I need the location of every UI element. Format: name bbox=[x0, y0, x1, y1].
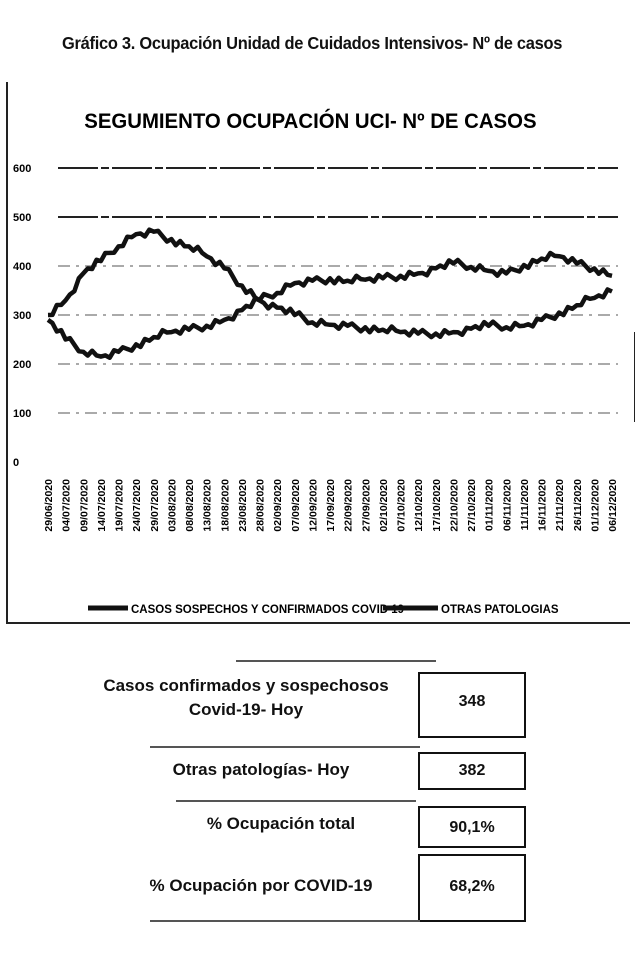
x-tick-label: 22/10/2020 bbox=[448, 479, 460, 532]
stat-value-box: 382 bbox=[418, 752, 526, 790]
divider bbox=[150, 920, 420, 922]
stat-label: Otras patologías- Hoy bbox=[172, 760, 350, 779]
divider bbox=[236, 660, 436, 662]
x-tick-label: 16/11/2020 bbox=[537, 479, 549, 531]
y-tick-label: 0 bbox=[13, 457, 19, 469]
x-tick-label: 27/10/2020 bbox=[466, 479, 478, 532]
y-tick-label: 500 bbox=[13, 212, 31, 224]
x-tick-label: 12/10/2020 bbox=[413, 479, 425, 532]
stat-value-box: 68,2% bbox=[418, 854, 526, 922]
chart-title: SEGUMIENTO OCUPACIÓN UCI- Nº DE CASOS bbox=[84, 109, 536, 133]
y-tick-label: 300 bbox=[13, 310, 31, 322]
y-tick-label: 100 bbox=[13, 408, 31, 420]
x-tick-label: 24/07/2020 bbox=[131, 479, 143, 532]
y-tick-label: 600 bbox=[13, 163, 31, 175]
x-tick-label: 29/07/2020 bbox=[149, 479, 161, 532]
x-tick-label: 13/08/2020 bbox=[202, 479, 214, 532]
figure-heading: Gráfico 3. Ocupación Unidad de Cuidados … bbox=[62, 33, 563, 53]
y-axis-ticks: 0 100 200 300 400 500 600 bbox=[13, 163, 31, 469]
divider bbox=[176, 800, 416, 802]
x-tick-label: 17/10/2020 bbox=[431, 479, 443, 532]
x-tick-label: 19/07/2020 bbox=[114, 479, 126, 532]
x-tick-label: 04/07/2020 bbox=[61, 479, 73, 532]
stat-label: Casos confirmados y sospechosos Covid-19… bbox=[103, 676, 389, 719]
x-tick-label: 02/10/2020 bbox=[378, 479, 390, 532]
x-tick-label: 07/09/2020 bbox=[290, 479, 302, 532]
x-tick-label: 01/12/2020 bbox=[589, 479, 601, 532]
line-chart: SEGUMIENTO OCUPACIÓN UCI- Nº DE CASOS 01… bbox=[13, 109, 619, 616]
legend-label-otras: OTRAS PATOLOGIAS bbox=[441, 604, 559, 616]
x-tick-label: 18/08/2020 bbox=[219, 479, 231, 532]
x-tick-label: 23/08/2020 bbox=[237, 479, 249, 532]
x-tick-label: 14/07/2020 bbox=[96, 479, 108, 532]
series-lines bbox=[46, 227, 613, 360]
x-tick-label: 06/11/2020 bbox=[501, 479, 513, 531]
gridlines bbox=[58, 167, 618, 414]
x-tick-label: 17/09/2020 bbox=[325, 479, 337, 532]
legend: CASOS SOSPECHOS Y CONFIRMADOS COVID 19 O… bbox=[88, 604, 559, 616]
x-tick-label: 26/11/2020 bbox=[572, 479, 584, 531]
stat-value-box: 348 bbox=[418, 672, 526, 738]
divider bbox=[150, 746, 420, 748]
x-tick-label: 01/11/2020 bbox=[484, 479, 496, 531]
x-tick-label: 02/09/2020 bbox=[272, 479, 284, 532]
stat-value-box: 90,1% bbox=[418, 806, 526, 848]
x-tick-label: 21/11/2020 bbox=[554, 479, 566, 531]
x-axis-ticks: 29/06/2020 04/07/2020 09/07/2020 14/07/2020… bbox=[43, 479, 619, 532]
y-tick-label: 200 bbox=[13, 359, 31, 371]
legend-label-covid: CASOS SOSPECHOS Y CONFIRMADOS COVID 19 bbox=[131, 604, 404, 616]
y-tick-label: 400 bbox=[13, 261, 31, 273]
x-tick-label: 27/09/2020 bbox=[360, 479, 372, 532]
x-tick-label: 06/12/2020 bbox=[607, 479, 619, 532]
series-line-otras bbox=[47, 227, 613, 340]
stat-label: % Ocupación por COVID-19 bbox=[149, 876, 373, 895]
x-tick-label: 07/10/2020 bbox=[396, 479, 408, 532]
stat-label: % Ocupación total bbox=[206, 814, 356, 833]
x-tick-label: 09/07/2020 bbox=[78, 479, 90, 532]
x-tick-label: 08/08/2020 bbox=[184, 479, 196, 532]
x-tick-label: 28/08/2020 bbox=[255, 479, 267, 532]
x-tick-label: 12/09/2020 bbox=[307, 479, 319, 532]
x-tick-label: 03/08/2020 bbox=[166, 479, 178, 532]
x-tick-label: 22/09/2020 bbox=[343, 479, 355, 532]
x-tick-label: 29/06/2020 bbox=[43, 479, 55, 532]
series-line-covid bbox=[46, 250, 613, 360]
x-tick-label: 11/11/2020 bbox=[519, 479, 531, 531]
